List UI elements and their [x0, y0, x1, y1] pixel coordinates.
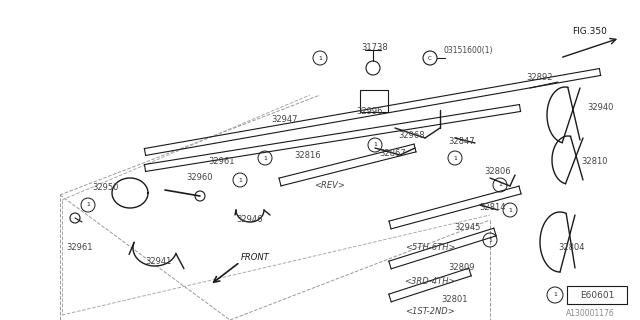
- Text: 32960: 32960: [187, 173, 213, 182]
- Text: <REV>: <REV>: [315, 180, 346, 189]
- Text: 32950: 32950: [92, 183, 118, 193]
- Text: 32996: 32996: [356, 108, 383, 116]
- Text: 32867: 32867: [380, 148, 406, 157]
- Text: <5TH-6TH>: <5TH-6TH>: [404, 244, 455, 252]
- Text: 1: 1: [553, 292, 557, 298]
- Text: 32804: 32804: [559, 244, 585, 252]
- Text: 32801: 32801: [442, 295, 468, 305]
- Text: FIG.350: FIG.350: [573, 28, 607, 36]
- Text: 1: 1: [453, 156, 457, 161]
- Text: FRONT: FRONT: [241, 253, 269, 262]
- Text: 32945: 32945: [454, 223, 480, 233]
- Text: 32809: 32809: [449, 263, 476, 273]
- Text: 32946: 32946: [237, 215, 263, 225]
- Text: 1: 1: [86, 203, 90, 207]
- Text: 32968: 32968: [399, 131, 426, 140]
- Text: 1: 1: [373, 142, 377, 148]
- Text: 32814: 32814: [480, 204, 506, 212]
- Text: 32947: 32947: [272, 116, 298, 124]
- Text: 1: 1: [488, 237, 492, 243]
- Text: E60601: E60601: [580, 291, 614, 300]
- Text: 1: 1: [508, 207, 512, 212]
- Text: 32806: 32806: [484, 167, 511, 177]
- Text: 03151600(1): 03151600(1): [444, 45, 493, 54]
- Text: 1: 1: [238, 178, 242, 182]
- Text: <3RD-4TH>: <3RD-4TH>: [404, 277, 456, 286]
- Text: 1: 1: [263, 156, 267, 161]
- Text: 32941: 32941: [145, 258, 171, 267]
- Text: 32961: 32961: [209, 157, 236, 166]
- Text: 31738: 31738: [362, 44, 388, 52]
- Text: <1ST-2ND>: <1ST-2ND>: [405, 308, 455, 316]
- Text: 32847: 32847: [449, 138, 476, 147]
- Text: 1: 1: [498, 182, 502, 188]
- Text: 32940: 32940: [587, 103, 613, 113]
- Text: 32892: 32892: [527, 74, 553, 83]
- Text: 32961: 32961: [67, 244, 93, 252]
- Text: 32816: 32816: [294, 150, 321, 159]
- Text: A130001176: A130001176: [566, 308, 614, 317]
- Text: 1: 1: [318, 55, 322, 60]
- Text: 32810: 32810: [582, 157, 608, 166]
- Text: C: C: [428, 55, 432, 60]
